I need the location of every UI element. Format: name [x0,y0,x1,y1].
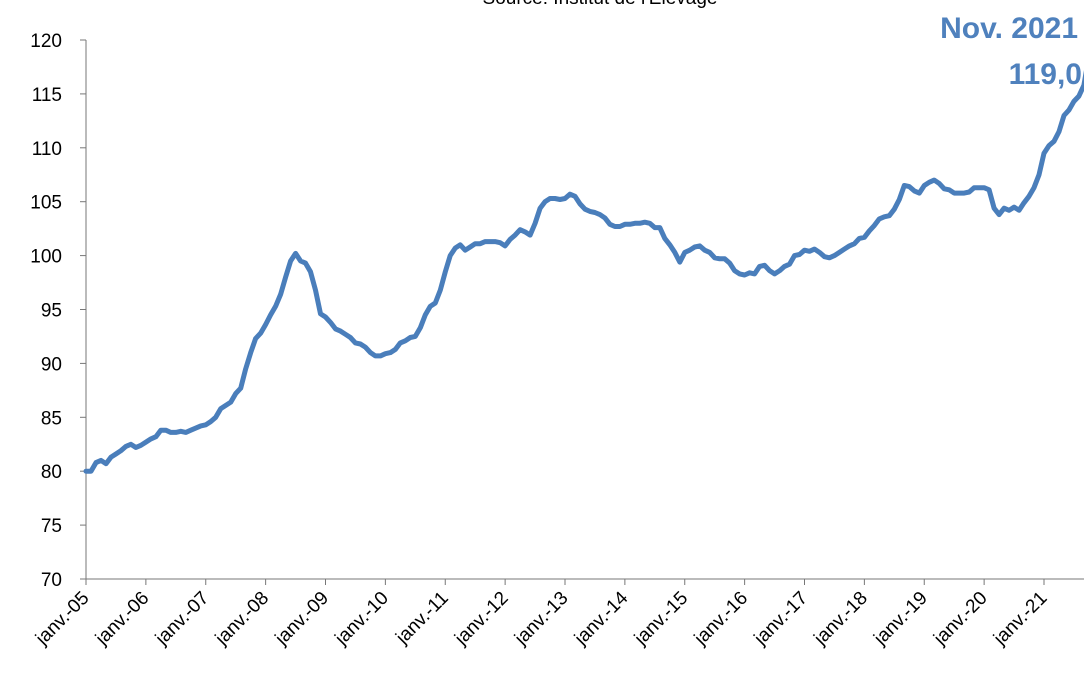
x-tick-label: janv.-06 [91,588,153,650]
x-tick-label: janv.-19 [869,588,931,650]
x-tick-label: janv.-08 [211,588,273,650]
x-tick-label: janv.-13 [510,588,572,650]
x-tick-label: janv.-14 [570,587,633,650]
annotation-value: 119,0 [1009,58,1082,91]
x-tick-label: janv.-12 [450,588,512,650]
y-tick-label: 120 [30,31,62,52]
x-tick-label: janv.-21 [989,588,1051,650]
y-tick-label: 110 [32,139,62,160]
x-tick-label: janv.-18 [810,588,872,650]
line [83,69,1084,474]
x-tick-label: janv.-15 [630,588,692,650]
annotation: Nov. 2021 [940,12,1078,45]
x-tick-label: janv.-17 [750,588,812,650]
y-tick-label: 95 [41,301,62,322]
x-tick-label: janv.-20 [929,588,991,650]
y-tick-label: 80 [41,462,62,483]
chart-subtitle: Source: Institut de l'Elevage [483,0,718,9]
y-tick-label: 90 [41,354,62,375]
y-tick-label: 70 [41,570,62,591]
x-tick-label: janv.-05 [31,588,93,650]
x-tick-label: janv.-07 [151,588,213,650]
y-tick-label: 115 [32,85,62,106]
y-tick-label: 75 [41,516,62,537]
y-tick-label: 85 [41,408,62,429]
x-tick-label: janv.-09 [271,588,333,650]
x-tick-label: janv.-16 [690,588,752,650]
y-tick-label: 105 [30,193,62,214]
x-tick-label: janv.-11 [391,588,452,649]
x-tick-label: janv.-10 [331,588,393,650]
y-tick-label: 100 [30,247,62,268]
